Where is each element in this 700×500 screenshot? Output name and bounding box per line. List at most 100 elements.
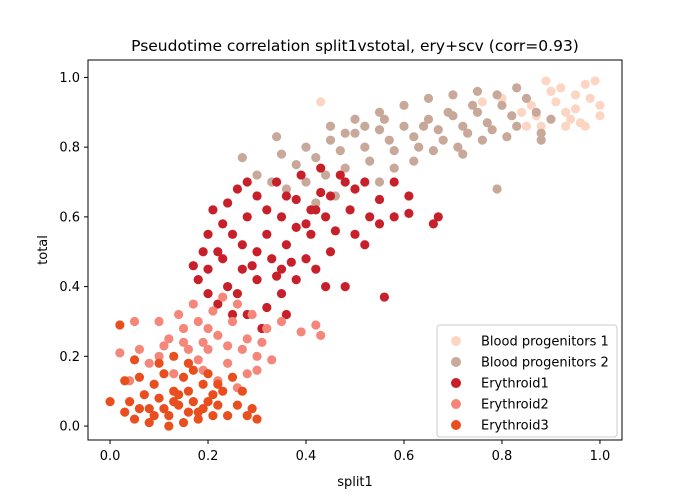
data-point bbox=[183, 407, 194, 417]
data-point bbox=[242, 369, 252, 379]
data-point bbox=[144, 358, 154, 368]
data-point bbox=[213, 400, 223, 410]
data-point bbox=[546, 86, 556, 96]
x-tick-label: 0.4 bbox=[296, 449, 317, 464]
data-point bbox=[433, 125, 443, 135]
data-point bbox=[296, 327, 306, 337]
data-point bbox=[164, 421, 174, 431]
data-point bbox=[325, 191, 336, 201]
series-2 bbox=[188, 163, 443, 334]
data-point bbox=[242, 411, 252, 421]
data-point bbox=[267, 254, 277, 264]
data-point bbox=[512, 83, 522, 93]
data-point bbox=[316, 97, 326, 107]
data-point bbox=[227, 316, 238, 327]
data-point bbox=[365, 212, 375, 222]
legend-marker bbox=[451, 399, 461, 409]
data-point bbox=[169, 369, 179, 379]
data-point bbox=[350, 114, 360, 124]
data-point bbox=[487, 125, 497, 135]
data-point bbox=[497, 100, 507, 110]
data-point bbox=[482, 118, 492, 128]
data-point bbox=[247, 261, 257, 271]
data-point bbox=[252, 351, 262, 361]
data-point bbox=[267, 355, 277, 365]
data-point bbox=[296, 170, 306, 180]
data-point bbox=[340, 282, 350, 292]
data-point bbox=[149, 379, 159, 389]
data-point bbox=[433, 212, 443, 222]
data-point bbox=[360, 121, 370, 131]
data-point bbox=[218, 254, 228, 264]
y-axis-label: total bbox=[36, 235, 51, 265]
data-point bbox=[237, 386, 247, 396]
data-point bbox=[311, 320, 321, 330]
data-point bbox=[178, 417, 189, 428]
data-point bbox=[428, 219, 438, 229]
legend-label: Blood progenitors 1 bbox=[481, 335, 609, 350]
data-point bbox=[379, 292, 389, 302]
data-point bbox=[428, 146, 438, 156]
data-point bbox=[218, 219, 228, 229]
data-point bbox=[154, 393, 164, 403]
data-point bbox=[223, 358, 233, 368]
data-point bbox=[360, 240, 370, 250]
data-point bbox=[477, 97, 487, 107]
data-point bbox=[193, 316, 203, 327]
data-point bbox=[443, 107, 453, 117]
data-point bbox=[218, 386, 228, 396]
data-point bbox=[418, 121, 429, 131]
data-point bbox=[262, 302, 272, 313]
data-point bbox=[541, 76, 551, 86]
data-point bbox=[154, 316, 164, 327]
data-point bbox=[232, 400, 243, 410]
data-point bbox=[325, 247, 336, 257]
x-axis-label: split1 bbox=[337, 475, 373, 490]
data-point bbox=[218, 292, 228, 302]
data-point bbox=[321, 170, 331, 180]
data-point bbox=[330, 226, 340, 236]
data-point bbox=[458, 149, 468, 159]
data-point bbox=[247, 404, 257, 414]
data-point bbox=[125, 397, 135, 407]
data-point bbox=[492, 90, 502, 100]
data-point bbox=[257, 337, 267, 347]
data-point bbox=[521, 93, 532, 103]
data-point bbox=[232, 184, 243, 194]
series-4 bbox=[105, 320, 262, 431]
data-point bbox=[374, 219, 385, 229]
data-point bbox=[178, 323, 189, 334]
chart-title: Pseudotime correlation split1vstotal, er… bbox=[131, 37, 579, 55]
data-point bbox=[203, 369, 213, 379]
data-point bbox=[149, 411, 159, 421]
data-point bbox=[198, 247, 208, 257]
data-point bbox=[232, 288, 243, 299]
legend-marker bbox=[451, 357, 461, 367]
data-point bbox=[472, 107, 483, 117]
data-point bbox=[360, 142, 370, 152]
data-point bbox=[213, 330, 223, 341]
data-point bbox=[316, 163, 326, 173]
legend: Blood progenitors 1 Blood progenitors 2 Er… bbox=[436, 324, 618, 438]
data-point bbox=[399, 100, 409, 110]
data-point bbox=[404, 191, 414, 201]
y-tick-label: 0.4 bbox=[59, 280, 80, 295]
data-point bbox=[521, 121, 532, 131]
data-point bbox=[203, 397, 213, 407]
data-point bbox=[208, 306, 218, 316]
data-point bbox=[174, 309, 184, 320]
data-point bbox=[213, 379, 223, 389]
data-point bbox=[105, 397, 115, 407]
data-point bbox=[374, 177, 385, 187]
data-point bbox=[570, 104, 581, 114]
data-point bbox=[129, 355, 140, 365]
data-point bbox=[232, 299, 243, 309]
data-point bbox=[203, 344, 213, 354]
x-tick-label: 1.0 bbox=[590, 449, 611, 464]
data-point bbox=[159, 404, 169, 414]
data-point bbox=[252, 365, 262, 375]
data-point bbox=[301, 177, 311, 187]
data-point bbox=[154, 358, 164, 368]
y-tick-label: 1.0 bbox=[59, 71, 80, 86]
